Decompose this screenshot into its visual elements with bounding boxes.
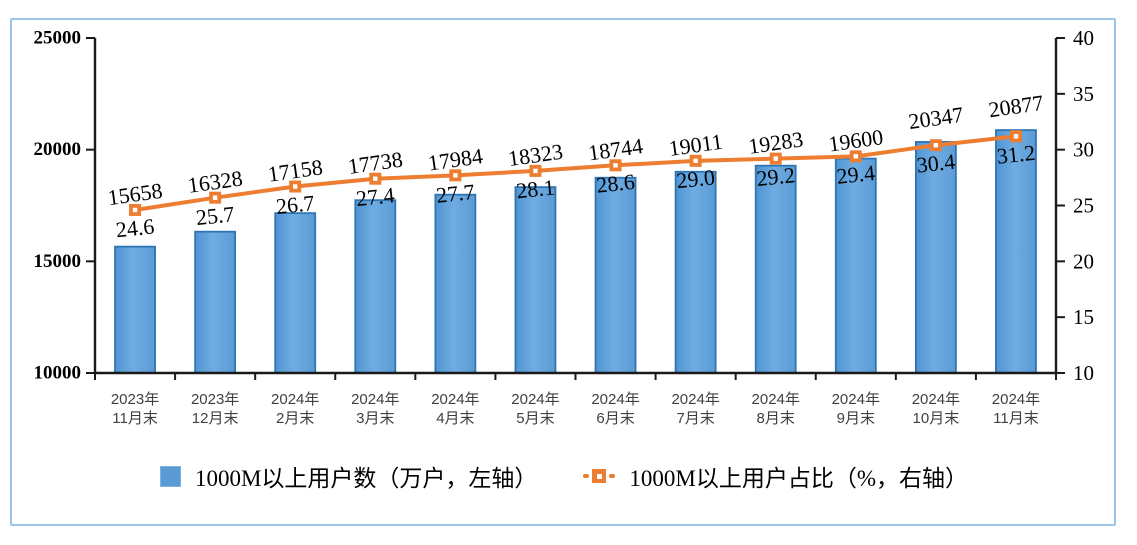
x-category-label: 2023年 12月末 (191, 391, 239, 427)
line-marker-center (693, 158, 698, 164)
line-marker-dot-icon (596, 473, 602, 479)
x-category-label: 2024年 5月末 (511, 391, 559, 427)
bar (514, 186, 557, 374)
line-marker-center (933, 143, 939, 148)
line-marker-center (293, 184, 298, 189)
line-marker-center (533, 168, 538, 174)
pct-value-label: 27.7 (435, 179, 476, 208)
x-category-label: 2024年 6月末 (591, 391, 639, 427)
line-marker-center (773, 156, 778, 161)
bar (114, 245, 156, 374)
pct-value-label: 29.0 (675, 164, 716, 193)
line-marker-center (373, 176, 378, 181)
x-category-label: 2024年 10月末 (912, 391, 960, 427)
right-axis-tick-label: 40 (1073, 26, 1094, 50)
pct-value-label: 30.4 (915, 149, 956, 178)
bar (674, 170, 717, 374)
line-series (134, 134, 1017, 212)
bar-value-label: 18323 (506, 139, 564, 171)
bar-value-label: 19283 (747, 126, 805, 158)
bar (594, 176, 637, 374)
line-marker-center (453, 173, 458, 178)
bar (194, 230, 237, 374)
bar-value-label: 20877 (987, 90, 1045, 122)
pct-value-label: 25.7 (195, 201, 236, 230)
pct-value-label: 28.1 (515, 174, 556, 203)
line-marker-center (613, 163, 618, 168)
left-axis-tick-label: 15000 (34, 251, 82, 272)
x-category-label: 2024年 8月末 (752, 391, 800, 427)
pct-value-label: 31.2 (996, 140, 1037, 169)
line-series-swatch-icon (583, 469, 616, 483)
bar (354, 199, 397, 374)
line-marker-center (1013, 134, 1019, 139)
pct-value-label: 29.2 (755, 162, 796, 191)
pct-value-label: 24.6 (115, 214, 156, 243)
left-axis-tick-label: 10000 (34, 363, 82, 384)
pct-value-label: 26.7 (275, 190, 316, 219)
bar-value-label: 20347 (907, 102, 965, 134)
x-category-label: 2023年 11月末 (111, 391, 159, 427)
bar-series-legend-label: 1000M以上用户数（万户，左轴） (194, 466, 538, 491)
line-dash-icon (609, 474, 616, 478)
left-axis-tick-label: 20000 (34, 139, 82, 160)
x-category-label: 2024年 11月末 (992, 391, 1040, 427)
right-axis-tick-label: 10 (1073, 361, 1094, 385)
x-category-label: 2024年 2月末 (271, 391, 319, 427)
bar-value-label: 17984 (426, 143, 484, 175)
line-marker-center (212, 195, 218, 200)
right-axis-tick-label: 20 (1073, 249, 1094, 273)
x-category-label: 2024年 7月末 (671, 391, 719, 427)
right-axis-tick-label: 30 (1073, 138, 1094, 162)
bar (834, 157, 877, 374)
legend-item-bar-series: 1000M以上用户数（万户，左轴） (159, 459, 538, 493)
bar-value-label: 19011 (667, 129, 724, 161)
bar (274, 212, 317, 374)
bar-value-label: 17738 (346, 146, 404, 178)
bar-series-swatch-icon (159, 465, 181, 487)
right-axis-tick-label: 35 (1073, 82, 1094, 106)
bar-value-label: 18744 (587, 133, 645, 165)
line-dash-icon (583, 474, 590, 478)
bar (754, 164, 797, 374)
left-axis-tick-label: 25000 (34, 28, 82, 49)
bar-value-label: 17158 (266, 154, 324, 186)
legend-item-line-series: 1000M以上用户占比（%，右轴） (583, 459, 968, 493)
line-marker-center (853, 154, 858, 159)
chart-legend: 1000M以上用户数（万户，左轴） 1000M以上用户占比（%，右轴） (12, 452, 1116, 500)
line-marker-icon (592, 469, 607, 483)
bar (914, 141, 957, 374)
right-axis-tick-label: 15 (1073, 305, 1094, 329)
x-category-label: 2024年 4月末 (431, 391, 479, 427)
right-axis-tick-label: 25 (1073, 194, 1094, 218)
pct-value-label: 28.6 (595, 169, 636, 198)
x-category-label: 2024年 3月末 (351, 391, 399, 427)
pct-value-label: 27.4 (355, 182, 396, 211)
line-marker-center (132, 207, 138, 213)
bar (434, 193, 477, 374)
pct-value-label: 29.4 (835, 160, 876, 189)
line-series-legend-label: 1000M以上用户占比（%，右轴） (629, 466, 969, 491)
x-category-label: 2024年 9月末 (832, 391, 880, 427)
